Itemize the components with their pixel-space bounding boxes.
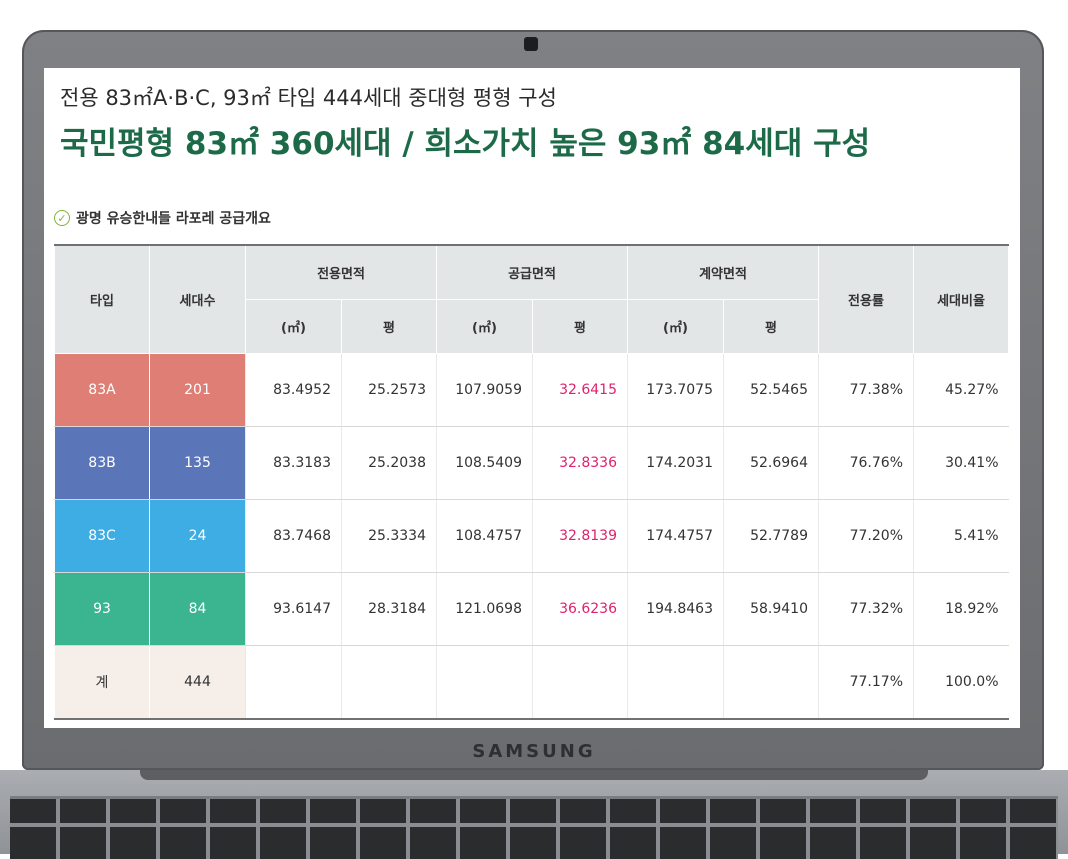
laptop-screen: 전용 83㎡A·B·C, 93㎡ 타입 444세대 중대형 평형 구성 국민평형…: [44, 68, 1020, 728]
cell-exclusive-pyeong: 28.3184: [341, 572, 437, 646]
table-row-total: 계 444 77.17% 100.0%: [54, 645, 1009, 720]
header-household-ratio: 세대비율: [913, 244, 1009, 354]
cell-contract-sqm: 194.8463: [627, 572, 724, 646]
cell-exclusive-ratio: 77.17%: [818, 645, 914, 720]
header-contract-pyeong: 평: [723, 299, 819, 354]
header-exclusive-sqm: (㎡): [245, 299, 342, 354]
headline: 국민평형 83㎡ 360세대 / 희소가치 높은 93㎡ 84세대 구성: [60, 126, 871, 162]
cell-supply-pyeong: 32.6415: [532, 353, 628, 427]
cell-household-ratio: 5.41%: [913, 499, 1009, 573]
cell-exclusive-pyeong: 25.2573: [341, 353, 437, 427]
cell-households: 444: [149, 645, 246, 720]
cell-household-ratio: 30.41%: [913, 426, 1009, 500]
cell-supply-pyeong: 32.8336: [532, 426, 628, 500]
brand-logo: SAMSUNG: [472, 741, 596, 762]
header-supply-area: 공급면적: [436, 244, 628, 300]
subtitle: 전용 83㎡A·B·C, 93㎡ 타입 444세대 중대형 평형 구성: [60, 86, 557, 110]
header-row-2: (㎡) 평 (㎡) 평 (㎡) 평: [55, 299, 1009, 354]
header-exclusive-pyeong: 평: [341, 299, 437, 354]
section-label: ✓ 광명 유승한내들 라포레 공급개요: [54, 208, 271, 228]
cell-supply-sqm: 108.4757: [436, 499, 533, 573]
cell-type: 83C: [54, 499, 150, 573]
header-contract-area: 계약면적: [627, 244, 819, 300]
cell-exclusive-ratio: 76.76%: [818, 426, 914, 500]
header-households: 세대수: [149, 244, 246, 354]
cell-supply-pyeong: 32.8139: [532, 499, 628, 573]
cell-empty: [723, 645, 819, 720]
table-row: 83B 135 83.3183 25.2038 108.5409 32.8336…: [54, 426, 1009, 500]
cell-exclusive-ratio: 77.38%: [818, 353, 914, 427]
cell-household-ratio: 18.92%: [913, 572, 1009, 646]
header-supply-pyeong: 평: [532, 299, 628, 354]
cell-contract-sqm: 173.7075: [627, 353, 724, 427]
table-row: 83A 201 83.4952 25.2573 107.9059 32.6415…: [54, 353, 1009, 427]
laptop-hinge: [140, 770, 928, 780]
cell-empty: [341, 645, 437, 720]
cell-households: 24: [149, 499, 246, 573]
cell-contract-pyeong: 52.6964: [723, 426, 819, 500]
cell-supply-sqm: 107.9059: [436, 353, 533, 427]
cell-empty: [245, 645, 342, 720]
webcam-icon: [524, 37, 538, 51]
cell-exclusive-ratio: 77.20%: [818, 499, 914, 573]
check-circle-icon: ✓: [54, 210, 70, 226]
supply-overview-table: 타입 세대수 전용면적 공급면적 계약면적 전용률 세대비율 (㎡) 평 (㎡)…: [54, 244, 1009, 720]
cell-empty: [627, 645, 724, 720]
cell-supply-pyeong: 36.6236: [532, 572, 628, 646]
cell-contract-sqm: 174.2031: [627, 426, 724, 500]
cell-empty: [532, 645, 628, 720]
header-exclusive-ratio: 전용률: [818, 244, 914, 354]
cell-households: 135: [149, 426, 246, 500]
cell-exclusive-sqm: 83.4952: [245, 353, 342, 427]
cell-households: 201: [149, 353, 246, 427]
cell-exclusive-pyeong: 25.2038: [341, 426, 437, 500]
header-row-1: 타입 세대수 전용면적 공급면적 계약면적 전용률 세대비율: [54, 244, 1009, 354]
header-contract-sqm: (㎡): [627, 299, 724, 354]
cell-empty: [436, 645, 533, 720]
cell-household-ratio: 100.0%: [913, 645, 1009, 720]
cell-contract-pyeong: 52.5465: [723, 353, 819, 427]
table-row: 93 84 93.6147 28.3184 121.0698 36.6236 1…: [54, 572, 1009, 646]
header-type: 타입: [54, 244, 150, 354]
header-exclusive-area: 전용면적: [245, 244, 437, 300]
cell-contract-sqm: 174.4757: [627, 499, 724, 573]
cell-exclusive-pyeong: 25.3334: [341, 499, 437, 573]
cell-type: 93: [54, 572, 150, 646]
cell-exclusive-sqm: 93.6147: [245, 572, 342, 646]
cell-exclusive-ratio: 77.32%: [818, 572, 914, 646]
cell-type: 83B: [54, 426, 150, 500]
keyboard: [10, 796, 1058, 859]
cell-type: 계: [54, 645, 150, 720]
cell-exclusive-sqm: 83.7468: [245, 499, 342, 573]
cell-supply-sqm: 121.0698: [436, 572, 533, 646]
table-row: 83C 24 83.7468 25.3334 108.4757 32.8139 …: [54, 499, 1009, 573]
cell-supply-sqm: 108.5409: [436, 426, 533, 500]
section-label-text: 광명 유승한내들 라포레 공급개요: [76, 211, 271, 227]
cell-households: 84: [149, 572, 246, 646]
cell-contract-pyeong: 52.7789: [723, 499, 819, 573]
cell-type: 83A: [54, 353, 150, 427]
cell-contract-pyeong: 58.9410: [723, 572, 819, 646]
header-supply-sqm: (㎡): [436, 299, 533, 354]
cell-exclusive-sqm: 83.3183: [245, 426, 342, 500]
cell-household-ratio: 45.27%: [913, 353, 1009, 427]
